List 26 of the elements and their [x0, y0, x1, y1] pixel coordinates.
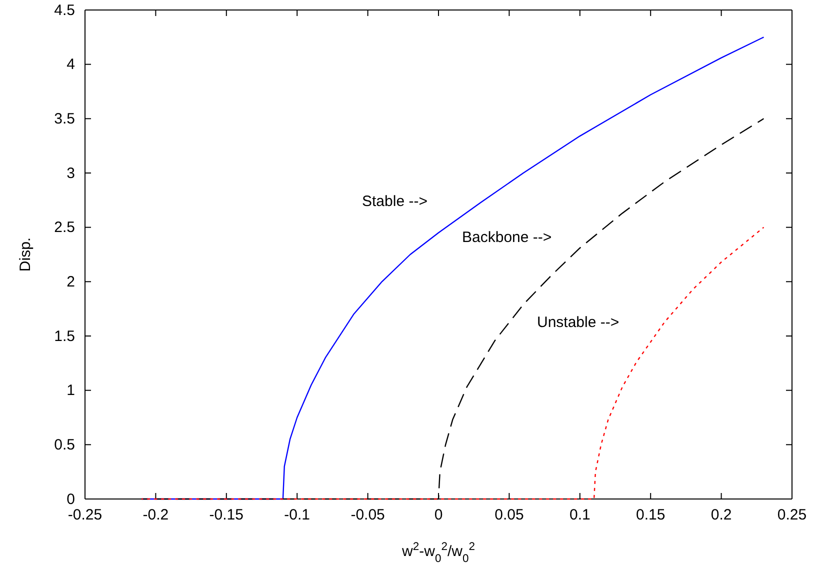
- y-tick-label: 3.5: [54, 110, 75, 128]
- annotation: Backbone -->: [462, 228, 552, 246]
- x-tick-label: 0.15: [636, 506, 666, 524]
- y-tick-label: 3: [66, 164, 75, 182]
- y-tick-label: 4: [66, 56, 75, 74]
- x-tick-label: -0.25: [68, 506, 102, 524]
- x-tick-label: 0.2: [710, 506, 732, 524]
- y-tick-label: 0.5: [54, 436, 75, 454]
- x-tick-label: -0.2: [142, 506, 169, 524]
- y-tick-label: 1.5: [54, 328, 75, 345]
- y-axis-title: Disp.: [17, 237, 34, 272]
- line-series: [140, 226, 764, 500]
- y-tick-label: 0: [66, 490, 75, 508]
- x-tick-label: 0.25: [777, 506, 807, 524]
- y-tick-label: 2.5: [54, 219, 75, 236]
- y-tick-label: 4.5: [54, 2, 75, 19]
- y-tick-label: 2: [66, 273, 75, 290]
- x-tick-label: 0.05: [494, 506, 524, 524]
- x-tick-label: -0.15: [209, 506, 244, 524]
- x-tick-label: 0: [434, 506, 443, 524]
- x-tick-label: -0.05: [350, 506, 385, 524]
- annotation: Stable -->: [362, 192, 428, 210]
- y-tick-label: 1: [66, 382, 75, 400]
- x-tick-label: -0.1: [284, 506, 310, 524]
- annotation: Unstable -->: [537, 314, 620, 331]
- x-tick-label: 0.1: [569, 506, 590, 524]
